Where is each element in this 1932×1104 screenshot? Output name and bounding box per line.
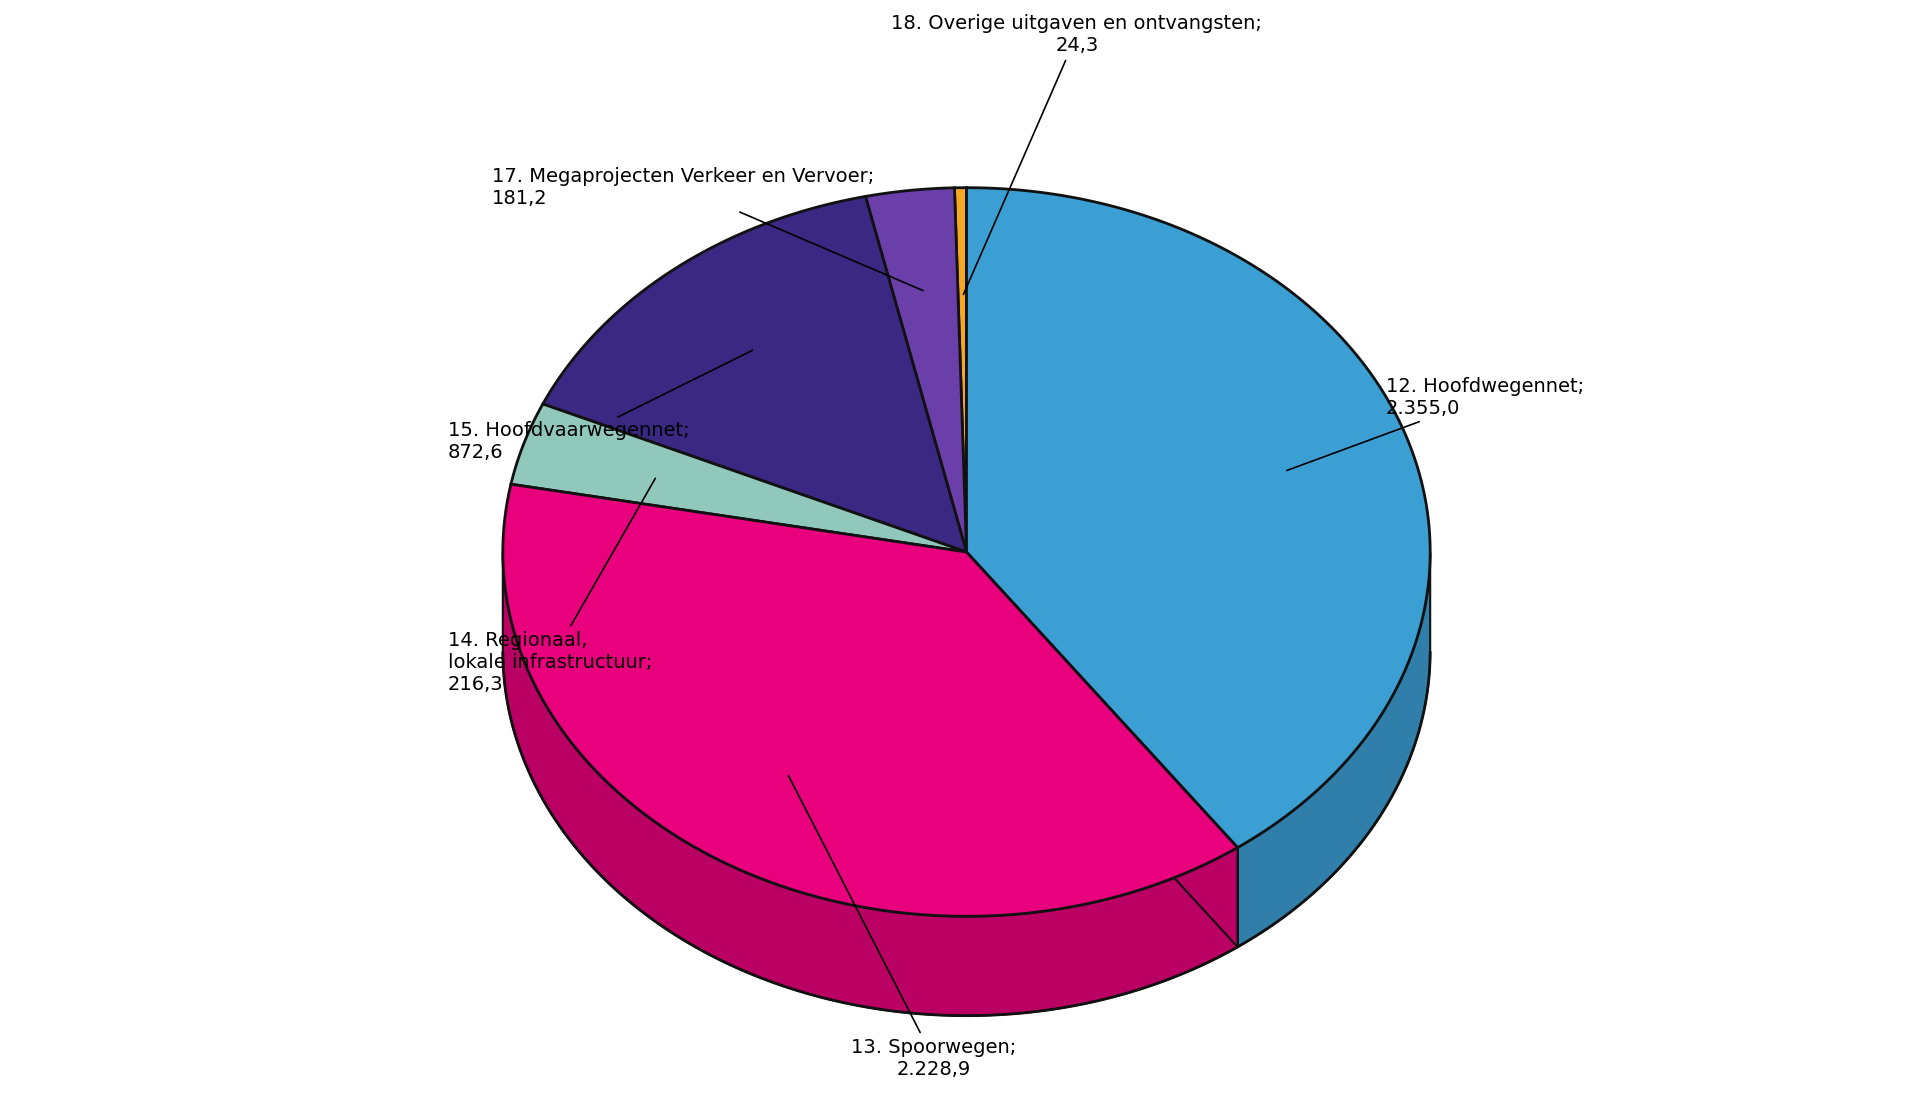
Polygon shape: [1236, 552, 1430, 947]
Polygon shape: [543, 197, 966, 552]
Polygon shape: [966, 552, 1236, 947]
Text: 14. Regionaal,
lokale infrastructuur;
216,3: 14. Regionaal, lokale infrastructuur; 21…: [448, 478, 655, 694]
Polygon shape: [966, 188, 1430, 848]
Polygon shape: [866, 188, 966, 552]
Text: 15. Hoofdvaarwegennet;
872,6: 15. Hoofdvaarwegennet; 872,6: [448, 350, 752, 463]
Text: 18. Overige uitgaven en ontvangsten;
24,3: 18. Overige uitgaven en ontvangsten; 24,…: [891, 14, 1262, 295]
Text: 12. Hoofdwegennet;
2.355,0: 12. Hoofdwegennet; 2.355,0: [1287, 376, 1584, 470]
Polygon shape: [510, 404, 966, 552]
Polygon shape: [954, 188, 966, 552]
Polygon shape: [502, 485, 1236, 916]
Text: 17. Megaprojecten Verkeer en Vervoer;
181,2: 17. Megaprojecten Verkeer en Vervoer; 18…: [491, 167, 923, 290]
Polygon shape: [966, 552, 1236, 947]
Text: 13. Spoorwegen;
2.228,9: 13. Spoorwegen; 2.228,9: [788, 776, 1016, 1079]
Polygon shape: [502, 552, 1236, 1016]
